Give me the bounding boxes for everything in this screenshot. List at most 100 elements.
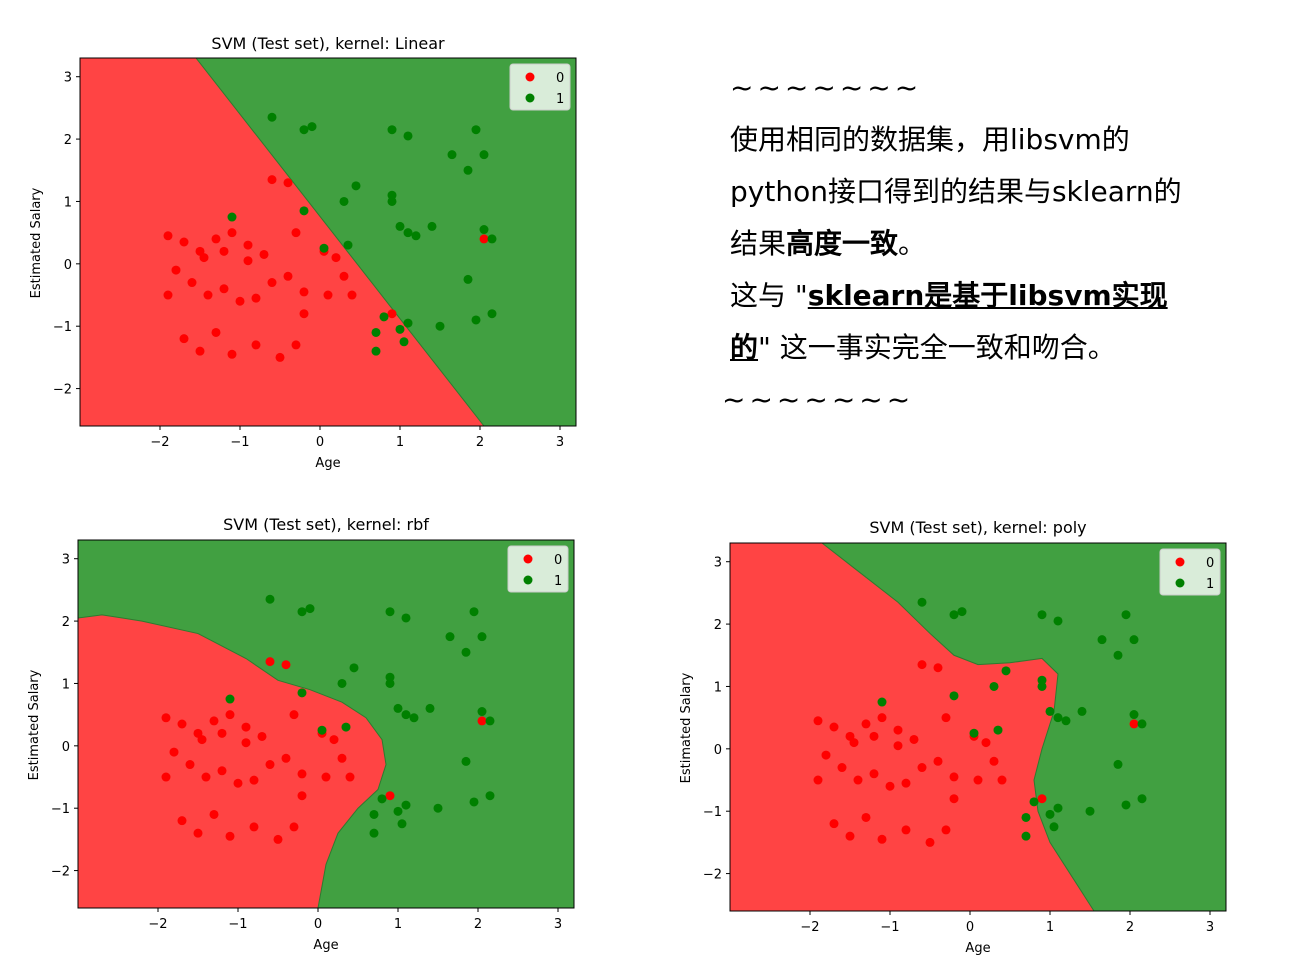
data-point-class-1 — [433, 803, 443, 813]
data-point-class-1 — [297, 688, 307, 698]
series-0 — [163, 175, 489, 362]
data-point-class-0 — [161, 713, 171, 723]
data-point-class-0 — [219, 284, 229, 294]
data-point-class-1 — [369, 809, 379, 819]
plot-area — [77, 539, 575, 909]
y-tick-label: 0 — [64, 258, 72, 273]
data-point-class-0 — [845, 831, 855, 841]
series-1 — [227, 112, 497, 356]
y-tick-label: 2 — [714, 618, 722, 633]
note-paragraph-2: 这与 "sklearn是基于libsvm实现的" 这一事实完全一致和吻合。 — [666, 270, 1186, 374]
legend: 01 — [1159, 548, 1221, 596]
data-point-class-0 — [275, 352, 285, 362]
data-point-class-0 — [1037, 794, 1047, 804]
data-point-class-1 — [427, 221, 437, 231]
data-point-class-0 — [837, 763, 847, 773]
data-point-class-0 — [933, 756, 943, 766]
data-point-class-1 — [307, 122, 317, 132]
data-point-class-0 — [163, 231, 173, 241]
data-point-class-0 — [299, 309, 309, 319]
data-point-class-0 — [925, 837, 935, 847]
legend-label: 0 — [554, 553, 562, 568]
plot-area — [79, 57, 577, 427]
data-point-class-0 — [941, 713, 951, 723]
data-point-class-0 — [893, 725, 903, 735]
y-axis-label: Estimated Salary — [27, 669, 42, 780]
data-point-class-1 — [469, 797, 479, 807]
data-point-class-1 — [299, 206, 309, 216]
region-class-0 — [80, 58, 484, 426]
data-point-class-0 — [949, 772, 959, 782]
data-point-class-0 — [265, 760, 275, 770]
x-tick-label: −1 — [230, 435, 249, 450]
data-point-class-1 — [477, 707, 487, 717]
data-point-class-1 — [917, 597, 927, 607]
data-point-class-1 — [1029, 797, 1039, 807]
data-point-class-1 — [337, 678, 347, 688]
data-point-class-1 — [1097, 635, 1107, 645]
data-point-class-1 — [397, 819, 407, 829]
x-tick-label: 1 — [1046, 920, 1054, 935]
data-point-class-1 — [471, 315, 481, 325]
x-tick-label: −1 — [228, 917, 247, 932]
data-point-class-1 — [1045, 809, 1055, 819]
data-point-class-1 — [387, 125, 397, 135]
data-point-class-1 — [403, 228, 413, 238]
data-point-class-0 — [291, 228, 301, 238]
data-point-class-1 — [1037, 681, 1047, 691]
data-point-class-1 — [447, 150, 457, 160]
y-tick-label: −2 — [51, 865, 70, 880]
chart-title: SVM (Test set), kernel: Linear — [211, 34, 445, 53]
data-point-class-1 — [877, 697, 887, 707]
x-tick-label: 2 — [476, 435, 484, 450]
data-point-class-0 — [283, 178, 293, 188]
data-point-class-1 — [387, 190, 397, 200]
series-1 — [877, 597, 1147, 841]
data-point-class-1 — [469, 607, 479, 617]
x-tick-label: −2 — [148, 917, 167, 932]
data-point-class-1 — [1061, 716, 1071, 726]
data-point-class-1 — [265, 594, 275, 604]
data-point-class-1 — [379, 312, 389, 322]
decision-boundary — [195, 58, 485, 426]
data-point-class-0 — [849, 738, 859, 748]
data-point-class-1 — [351, 181, 361, 191]
series-1 — [225, 594, 495, 838]
data-point-class-1 — [377, 794, 387, 804]
data-point-class-1 — [399, 337, 409, 347]
x-axis-ticks: −2 −1 0 1 2 3 — [150, 426, 564, 450]
poly-kernel-chart: SVM (Test set), kernel: poly −2 −1 0 1 2 3 −2… — [679, 518, 1227, 956]
x-tick-label: 3 — [1206, 920, 1214, 935]
x-tick-label: 2 — [1126, 920, 1134, 935]
tilde-separator-bottom: ~~~~~~~ — [722, 383, 915, 416]
x-axis-label: Age — [315, 456, 340, 471]
data-point-class-0 — [251, 340, 261, 350]
data-point-class-1 — [319, 243, 329, 253]
data-point-class-1 — [227, 212, 237, 222]
data-point-class-1 — [1129, 635, 1139, 645]
data-point-class-1 — [477, 632, 487, 642]
y-axis-ticks: −2 −1 0 1 2 3 — [703, 556, 730, 883]
data-point-class-1 — [409, 713, 419, 723]
data-point-class-0 — [209, 809, 219, 819]
y-tick-label: −2 — [703, 868, 722, 883]
legend: 01 — [507, 545, 569, 593]
data-point-class-1 — [343, 240, 353, 250]
data-point-class-1 — [471, 125, 481, 135]
legend-box — [507, 545, 569, 593]
data-point-class-0 — [177, 719, 187, 729]
data-point-class-0 — [387, 309, 397, 319]
data-point-class-0 — [477, 716, 487, 726]
data-point-class-0 — [829, 819, 839, 829]
data-point-class-0 — [323, 290, 333, 300]
x-tick-label: −2 — [800, 920, 819, 935]
data-point-class-0 — [853, 775, 863, 785]
data-point-class-0 — [933, 663, 943, 673]
data-point-class-0 — [901, 825, 911, 835]
data-point-class-0 — [185, 760, 195, 770]
legend: 01 — [509, 63, 571, 111]
data-point-class-1 — [1001, 666, 1011, 676]
data-point-class-1 — [1053, 803, 1063, 813]
data-point-class-0 — [829, 722, 839, 732]
legend-marker-class-1 — [525, 93, 535, 103]
